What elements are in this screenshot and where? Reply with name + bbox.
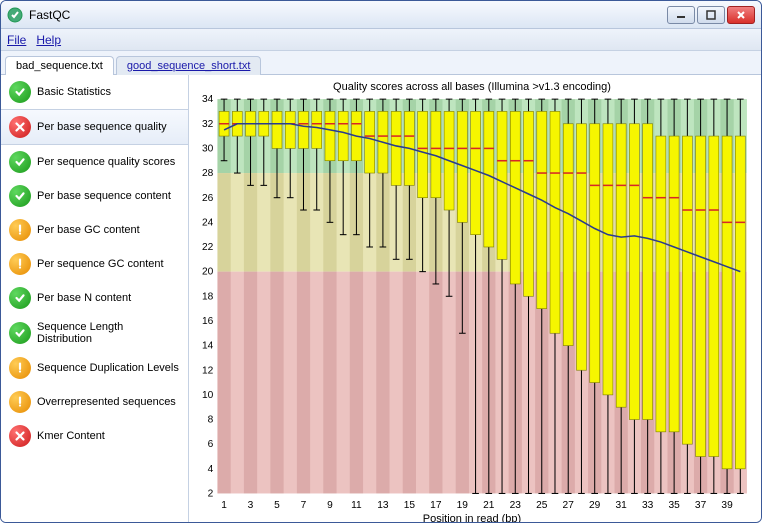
pass-icon — [9, 322, 31, 344]
svg-text:19: 19 — [457, 500, 469, 511]
svg-text:9: 9 — [327, 500, 333, 511]
sidebar-item-0[interactable]: Basic Statistics — [1, 75, 188, 109]
pass-icon — [9, 151, 31, 173]
tab-1[interactable]: good_sequence_short.txt — [116, 56, 262, 75]
sidebar-item-1[interactable]: Per base sequence quality — [1, 109, 188, 145]
app-window: FastQC File Help bad_sequence.txtgood_se… — [0, 0, 762, 523]
close-button[interactable] — [727, 6, 755, 24]
warn-icon — [9, 357, 31, 379]
sidebar-item-10[interactable]: Kmer Content — [1, 419, 188, 453]
svg-text:11: 11 — [351, 500, 362, 511]
content-area: Basic Statistics Per base sequence qualit… — [1, 75, 761, 522]
window-title: FastQC — [29, 8, 667, 22]
svg-text:7: 7 — [301, 500, 307, 511]
chart-xlabel: Position in read (bp) — [193, 513, 751, 522]
svg-text:33: 33 — [642, 500, 654, 511]
tabs-bar: bad_sequence.txtgood_sequence_short.txt — [1, 51, 761, 75]
svg-text:21: 21 — [483, 500, 495, 511]
svg-text:17: 17 — [430, 500, 442, 511]
sidebar-item-2[interactable]: Per sequence quality scores — [1, 145, 188, 179]
fail-icon — [9, 425, 31, 447]
sidebar-item-label: Per sequence quality scores — [37, 156, 175, 168]
svg-text:4: 4 — [208, 464, 214, 475]
svg-text:15: 15 — [404, 500, 416, 511]
menu-file[interactable]: File — [7, 33, 26, 47]
sidebar-item-label: Per sequence GC content — [37, 258, 164, 270]
chart-title: Quality scores across all bases (Illumin… — [193, 81, 751, 93]
svg-text:22: 22 — [202, 242, 214, 253]
svg-text:23: 23 — [510, 500, 522, 511]
warn-icon — [9, 391, 31, 413]
pass-icon — [9, 287, 31, 309]
svg-text:1: 1 — [221, 500, 227, 511]
svg-text:3: 3 — [248, 500, 254, 511]
svg-text:35: 35 — [668, 500, 680, 511]
svg-text:10: 10 — [202, 390, 214, 401]
tab-0[interactable]: bad_sequence.txt — [5, 56, 114, 75]
sidebar-item-5[interactable]: Per sequence GC content — [1, 247, 188, 281]
svg-text:26: 26 — [202, 193, 214, 204]
svg-text:32: 32 — [202, 119, 214, 130]
warn-icon — [9, 219, 31, 241]
svg-text:30: 30 — [202, 143, 214, 154]
menubar: File Help — [1, 29, 761, 51]
svg-text:27: 27 — [563, 500, 575, 511]
svg-text:20: 20 — [202, 267, 214, 278]
svg-text:13: 13 — [377, 500, 389, 511]
sidebar-item-label: Per base sequence quality — [37, 121, 167, 133]
pass-icon — [9, 81, 31, 103]
svg-text:5: 5 — [274, 500, 280, 511]
svg-text:34: 34 — [202, 95, 214, 105]
sidebar-item-label: Sequence Length Distribution — [37, 321, 180, 345]
svg-text:25: 25 — [536, 500, 548, 511]
svg-text:14: 14 — [202, 341, 214, 352]
svg-text:16: 16 — [202, 316, 214, 327]
sidebar-item-label: Per base N content — [37, 292, 131, 304]
svg-text:31: 31 — [616, 500, 628, 511]
sidebar: Basic Statistics Per base sequence qualit… — [1, 75, 189, 522]
sidebar-item-7[interactable]: Sequence Length Distribution — [1, 315, 188, 351]
svg-text:12: 12 — [202, 365, 214, 376]
boxplot-chart: 2468101214161820222426283032341357911131… — [193, 95, 751, 514]
warn-icon — [9, 253, 31, 275]
sidebar-item-4[interactable]: Per base GC content — [1, 213, 188, 247]
sidebar-item-label: Sequence Duplication Levels — [37, 362, 179, 374]
sidebar-item-label: Overrepresented sequences — [37, 396, 176, 408]
maximize-button[interactable] — [697, 6, 725, 24]
fail-icon — [9, 116, 31, 138]
svg-text:39: 39 — [721, 500, 733, 511]
sidebar-item-label: Per base sequence content — [37, 190, 171, 202]
chart-area: Quality scores across all bases (Illumin… — [189, 75, 761, 522]
svg-text:2: 2 — [208, 489, 214, 500]
app-icon — [7, 7, 23, 23]
sidebar-item-3[interactable]: Per base sequence content — [1, 179, 188, 213]
titlebar[interactable]: FastQC — [1, 1, 761, 29]
svg-text:6: 6 — [208, 439, 214, 450]
sidebar-item-label: Per base GC content — [37, 224, 140, 236]
pass-icon — [9, 185, 31, 207]
minimize-button[interactable] — [667, 6, 695, 24]
sidebar-item-label: Basic Statistics — [37, 86, 111, 98]
svg-text:8: 8 — [208, 415, 214, 426]
svg-text:24: 24 — [202, 217, 214, 228]
menu-help[interactable]: Help — [36, 33, 61, 47]
sidebar-item-label: Kmer Content — [37, 430, 105, 442]
sidebar-item-6[interactable]: Per base N content — [1, 281, 188, 315]
svg-text:37: 37 — [695, 500, 707, 511]
svg-text:28: 28 — [202, 168, 214, 179]
sidebar-item-8[interactable]: Sequence Duplication Levels — [1, 351, 188, 385]
sidebar-item-9[interactable]: Overrepresented sequences — [1, 385, 188, 419]
svg-text:29: 29 — [589, 500, 601, 511]
svg-text:18: 18 — [202, 291, 214, 302]
